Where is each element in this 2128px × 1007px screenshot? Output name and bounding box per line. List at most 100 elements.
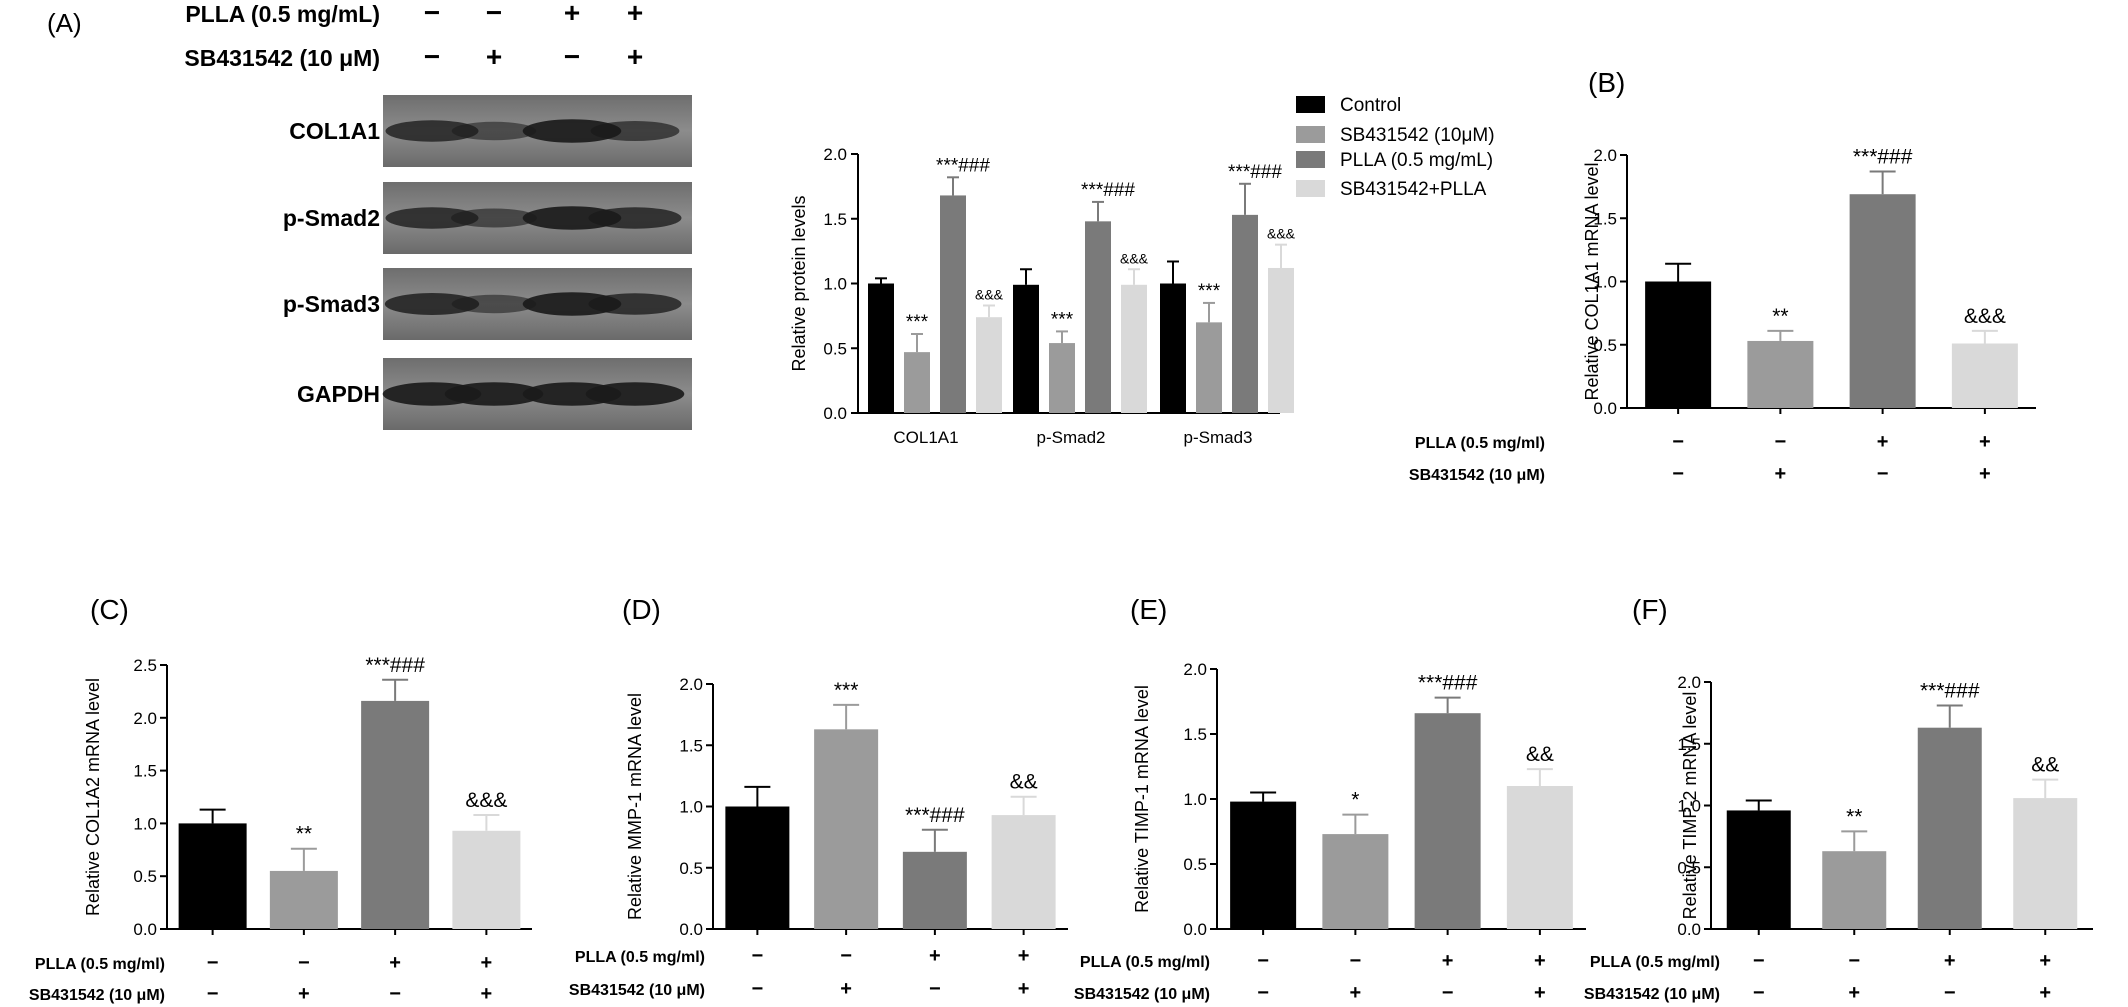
bar [1085,221,1111,413]
y-tick-label: 0.0 [1593,399,1617,418]
condition-sign: − [1877,463,1889,485]
x-tick-label: p-Smad3 [1184,428,1253,447]
western-blot-panel: (A) PLLA (0.5 mg/mL) − − + + SB431542 (10 μM) −… [47,0,692,430]
condition-sign: + [1350,982,1362,1004]
condition-sign: − [752,978,764,1000]
bar [991,815,1056,929]
condition-sign: + [929,945,941,967]
bar [1049,343,1075,413]
legend-label: SB431542 (10μM) [1340,125,1495,146]
significance-label: ***### [936,155,990,176]
condition-sign: + [486,41,502,72]
bar [2013,798,2078,929]
y-tick-label: 1.0 [823,275,847,294]
blot-row-label: GAPDH [297,381,380,407]
condition-sign: + [1442,950,1454,972]
bar [1726,810,1791,929]
bar [361,700,430,929]
condition-label: SB431542 (10 μM) [1074,986,1210,1003]
protein-levels-chart: 0.0 0.5 1.0 1.5 2.0 Relative protein levels **… [789,95,1495,447]
y-tick-label: 1.0 [1593,273,1617,292]
bar [868,283,894,413]
condition-sign: + [1979,431,1991,453]
condition-sign: + [1944,950,1956,972]
legend-swatch [1296,126,1325,143]
bar [725,806,790,929]
blot-band [588,293,682,315]
bar [814,729,879,929]
condition-sign: − [752,945,764,967]
bar [1232,214,1258,413]
y-axis-label: Relative COL1A1 mRNA level [1582,162,1602,400]
y-tick-label: 2.5 [133,656,157,675]
condition-sign: − [1672,431,1684,453]
significance-label: &&& [1120,250,1149,266]
condition-sign: + [627,0,643,28]
significance-label: &&& [465,789,507,812]
legend-label: SB431542+PLLA [1340,179,1487,200]
condition-sign: − [486,0,502,28]
y-tick-label: 2.0 [133,709,157,728]
y-axis-label: Relative MMP-1 mRNA level [625,693,645,920]
y-tick-label: 1.0 [1677,797,1701,816]
blot-band [444,382,544,406]
condition-sign: + [1848,982,1860,1004]
y-tick-label: 1.0 [1183,790,1207,809]
condition-label: SB431542 (10 μM) [1584,986,1720,1003]
significance-label: ***### [905,804,965,827]
bar [1230,801,1297,929]
bar [452,830,521,929]
y-tick-label: 1.5 [1593,209,1617,228]
condition-sign: − [1672,463,1684,485]
significance-label: && [1526,743,1554,766]
condition-sign: + [481,952,493,974]
condition-sign: + [1534,950,1546,972]
bar [178,823,247,929]
panel-label: (F) [1632,594,1668,625]
y-tick-label: 0.0 [1677,920,1701,939]
condition-label: PLLA (0.5 mg/ml) [1080,954,1210,971]
y-tick-label: 0.5 [133,867,157,886]
blot-band [588,207,682,229]
y-tick-label: 1.0 [133,814,157,833]
bar [1917,727,1982,929]
condition-sign: − [1257,950,1269,972]
y-tick-label: 2.0 [1183,660,1207,679]
bar [1414,713,1481,929]
condition-sign: − [1848,950,1860,972]
bar [904,352,930,413]
condition-label: SB431542 (10 μM) [29,987,165,1004]
significance-label: ***### [1853,145,1913,168]
legend-label: Control [1340,95,1401,116]
bar [1322,834,1389,929]
condition-sign: − [1257,982,1269,1004]
condition-sign: + [1018,945,1030,967]
bar [1268,267,1294,413]
condition-sign: + [1018,978,1030,1000]
condition-sign: − [1753,950,1765,972]
y-tick-label: 1.0 [679,798,703,817]
bar [269,870,338,929]
y-tick-label: 1.5 [679,736,703,755]
condition-sign: + [298,983,310,1005]
condition-sign: − [207,952,219,974]
blot-band [585,382,685,406]
panel-label: (D) [622,594,661,625]
panel-label: (B) [1588,67,1625,98]
significance-label: &&& [1267,226,1296,242]
legend-swatch [1296,96,1325,113]
y-tick-label: 0.0 [823,404,847,423]
condition-label: SB431542 (10 μM) [569,982,705,999]
condition-sign: + [1534,982,1546,1004]
significance-label: && [1010,771,1038,794]
condition-sign: − [564,41,580,72]
condition-sign: − [929,978,941,1000]
condition-label: SB431542 (10 μM) [1409,467,1545,484]
legend-swatch [1296,180,1325,197]
condition-sign: + [481,983,493,1005]
legend-label: PLLA (0.5 mg/mL) [1340,150,1493,171]
condition-sign: + [389,952,401,974]
y-tick-label: 0.0 [133,920,157,939]
significance-label: ***### [1920,679,1980,702]
